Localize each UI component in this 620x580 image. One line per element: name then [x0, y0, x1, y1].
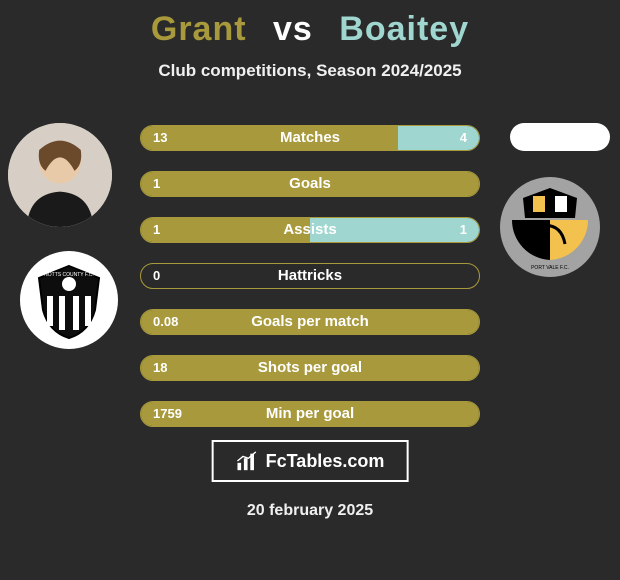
title-player1: Grant [151, 10, 247, 48]
stat-label: Goals [141, 172, 479, 196]
stat-value-player1: 1759 [153, 402, 182, 426]
stat-value-player1: 0 [153, 264, 160, 288]
stat-value-player1: 1 [153, 172, 160, 196]
title-vs: vs [273, 10, 313, 48]
stat-row: Goals per match0.08 [140, 309, 480, 335]
subtitle: Club competitions, Season 2024/2025 [0, 61, 620, 81]
stat-value-player2: 1 [460, 218, 467, 242]
stat-label: Shots per goal [141, 356, 479, 380]
stat-value-player1: 13 [153, 126, 167, 150]
stat-bars: Matches134Goals1Assists11Hattricks0Goals… [140, 125, 480, 447]
svg-text:NOTTS COUNTY F.C.: NOTTS COUNTY F.C. [44, 272, 94, 278]
svg-text:PORT VALE F.C.: PORT VALE F.C. [531, 265, 569, 271]
chart-icon [236, 450, 258, 472]
stat-value-player1: 1 [153, 218, 160, 242]
stat-value-player1: 18 [153, 356, 167, 380]
stat-label: Hattricks [141, 264, 479, 288]
comparison-title: Grant vs Boaitey [0, 0, 620, 49]
crest-icon: NOTTS COUNTY F.C. [29, 260, 109, 340]
brand-footer: FcTables.com [212, 440, 409, 482]
stat-row: Matches13 4 [140, 125, 480, 151]
stat-row: Min per goal1759 [140, 401, 480, 427]
stat-value-player1: 0.08 [153, 310, 178, 334]
stat-row: Shots per goal18 [140, 355, 480, 381]
stat-row: Goals1 [140, 171, 480, 197]
stat-label: Matches [141, 126, 479, 150]
footer-date: 20 february 2025 [0, 502, 620, 520]
player1-club-crest: NOTTS COUNTY F.C. [20, 251, 118, 349]
crest-icon: PORT VALE F.C. [505, 182, 595, 272]
player2-club-crest: PORT VALE F.C. [500, 177, 600, 277]
stat-row: Hattricks0 [140, 263, 480, 289]
stat-label: Min per goal [141, 402, 479, 426]
stat-label: Assists [141, 218, 479, 242]
stat-row: Assists1 1 [140, 217, 480, 243]
stat-value-player2: 4 [460, 126, 467, 150]
title-player2: Boaitey [339, 10, 469, 48]
stat-label: Goals per match [141, 310, 479, 334]
player2-avatar [510, 123, 610, 151]
person-icon [8, 123, 112, 227]
brand-label: FcTables.com [266, 451, 385, 472]
player1-avatar [8, 123, 112, 227]
